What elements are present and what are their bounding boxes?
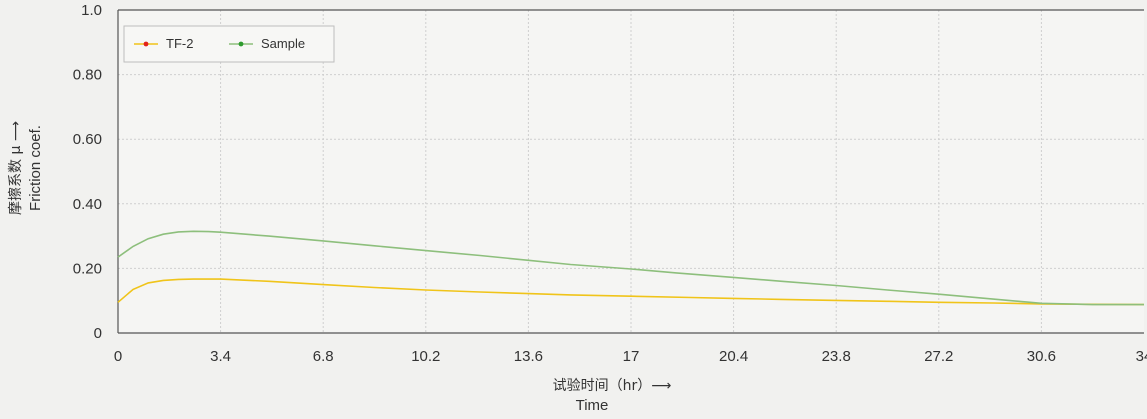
x-tick-label: 3.4 [210,348,231,365]
x-tick-label: 23.8 [822,348,851,365]
y-tick-label: 0 [94,325,102,342]
series-line-tf-2 [117,278,1145,306]
x-axis-label-cn: 试验时间（hr）⟶ [553,378,672,394]
y-tick-label: 1.0 [81,2,102,19]
legend-marker [143,41,149,47]
x-tick-label: 10.2 [411,348,440,365]
x-tick-label: 27.2 [924,348,953,365]
x-axis-label-en: Time [576,397,609,414]
series-line-sample [117,230,1144,306]
x-tick-label: 17 [623,348,640,365]
y-tick-label: 0.60 [73,131,102,148]
y-tick-label: 0.20 [73,260,102,277]
x-tick-label: 34 [1136,348,1147,365]
y-tick-label: 0.80 [73,67,102,84]
x-tick-label: 30.6 [1027,348,1056,365]
legend-label: TF-2 [166,36,193,51]
x-tick-label: 13.6 [514,348,543,365]
legend-label: Sample [261,36,305,51]
y-axis-label-en: Friction coef. [27,125,44,211]
legend-marker [238,41,244,47]
y-axis-label-cn: 摩擦系数 μ ⟶ [7,121,24,215]
y-tick-label: 0.40 [73,196,102,213]
x-tick-label: 20.4 [719,348,748,365]
x-tick-label: 6.8 [313,348,334,365]
x-tick-label: 0 [114,348,122,365]
